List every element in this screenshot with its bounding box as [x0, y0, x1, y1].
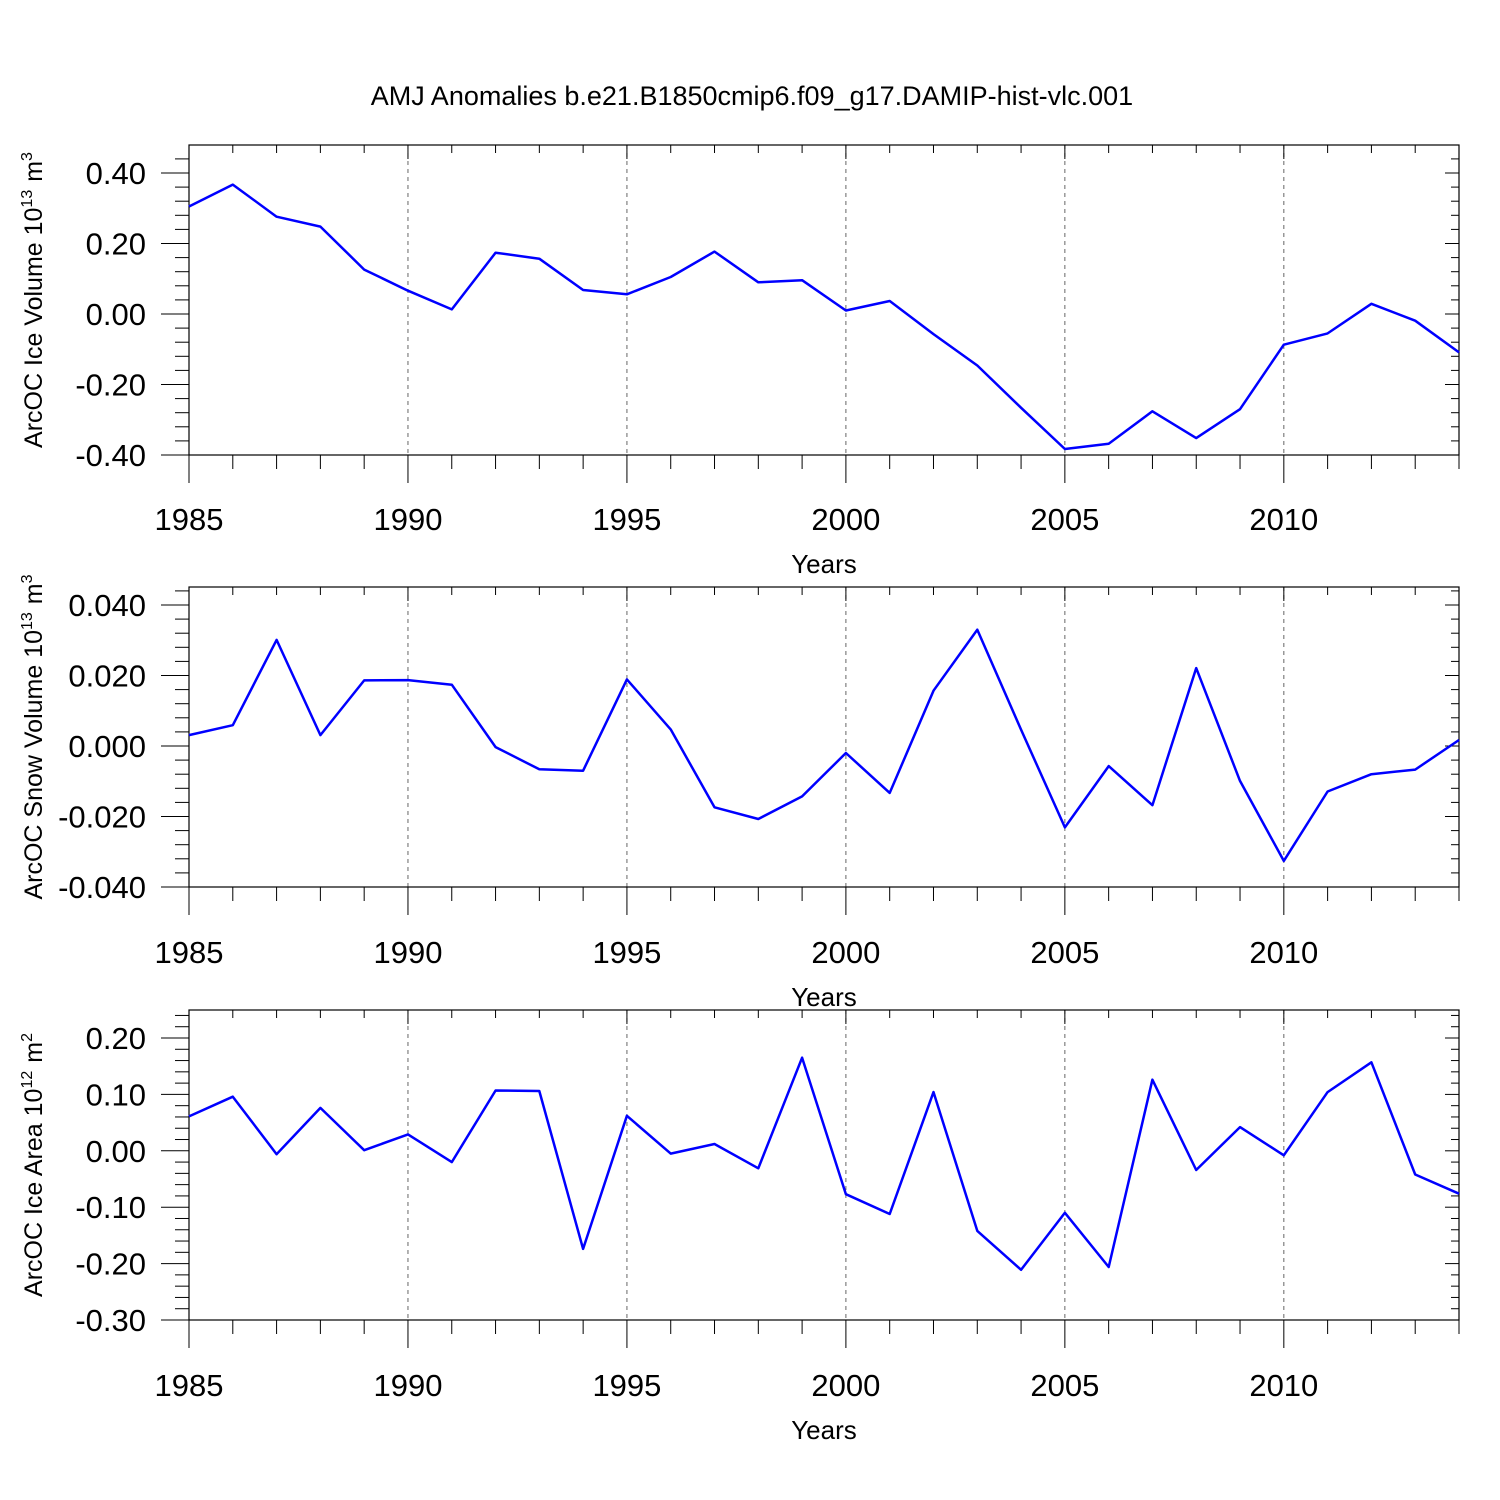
chart-panel-3: -0.30 -0.20 -0.10 0.00 0.10 0.20 1985 1990 1995 2…: [19, 1009, 1460, 1445]
x-tick-label: 1990: [373, 935, 442, 970]
x-tick-label: 2010: [1249, 502, 1318, 537]
x-tick-label: 1995: [592, 1368, 661, 1403]
chart-panel-2: -0.040 -0.020 0.000 0.020 0.040 1985 1990 1995 2…: [19, 574, 1460, 1012]
y-tick-label: -0.020: [58, 800, 146, 835]
y-axis-label-main: ArcOC Snow Volume 10: [20, 630, 48, 900]
chart-title: AMJ Anomalies b.e21.B1850cmip6.f09_g17.D…: [371, 81, 1133, 111]
x-tick-label: 2010: [1249, 1368, 1318, 1403]
y-tick-label: 0.020: [68, 659, 146, 694]
y-tick-label: -0.10: [75, 1190, 146, 1225]
x-tick-label: 2000: [811, 935, 880, 970]
series-line: [188, 628, 1460, 863]
series-line: [188, 1056, 1460, 1272]
y-axis-label-unit-exponent: 3: [19, 152, 36, 161]
y-axis-label-main: ArcOC Ice Volume 10: [20, 208, 48, 448]
y-axis-label-exponent: 12: [19, 1071, 36, 1089]
y-axis-label: ArcOC Ice Area 1012 m2: [19, 1033, 48, 1297]
y-axis-label-main: ArcOC Ice Area 10: [20, 1089, 48, 1297]
y-axis-label-unit: m: [20, 583, 48, 604]
y-axis-label-unit: m: [20, 161, 48, 182]
y-axis-label-exponent: 13: [19, 190, 36, 208]
series-line: [188, 183, 1460, 451]
x-axis-label: Years: [791, 549, 857, 579]
x-tick-label: 2000: [811, 502, 880, 537]
y-axis-label-unit-exponent: 2: [19, 1033, 36, 1042]
plot-frame: [188, 144, 1460, 456]
x-axis-label: Years: [791, 982, 857, 1012]
x-tick-label: 1995: [592, 502, 661, 537]
chart-panel-1: -0.40 -0.20 0.00 0.20 0.40 1985 1990 1995 2000 20…: [19, 144, 1460, 579]
y-tick-label: 0.10: [86, 1077, 146, 1112]
y-tick-label: -0.040: [58, 870, 146, 905]
x-tick-label: 2000: [811, 1368, 880, 1403]
y-tick-label: 0.00: [86, 1134, 146, 1169]
x-tick-label: 2005: [1030, 502, 1099, 537]
x-tick-label: 1985: [155, 935, 224, 970]
x-tick-label: 1985: [155, 1368, 224, 1403]
x-axis-label: Years: [791, 1415, 857, 1445]
y-tick-label: 0.20: [86, 1021, 146, 1056]
y-axis-label-exponent: 13: [19, 612, 36, 630]
y-tick-label: -0.40: [75, 438, 146, 473]
x-tick-label: 1985: [155, 502, 224, 537]
x-tick-label: 1995: [592, 935, 661, 970]
y-tick-label: 0.040: [68, 588, 146, 623]
y-tick-label: 0.20: [86, 227, 146, 262]
y-tick-label: -0.20: [75, 368, 146, 403]
y-axis-label: ArcOC Ice Volume 1013 m3: [19, 152, 48, 448]
y-tick-label: -0.20: [75, 1247, 146, 1282]
plot-frame: [188, 1009, 1460, 1321]
y-axis-label: ArcOC Snow Volume 1013 m3: [19, 574, 48, 899]
x-tick-label: 1990: [373, 502, 442, 537]
x-tick-label: 2005: [1030, 935, 1099, 970]
plot-frame: [188, 586, 1460, 888]
y-tick-label: 0.40: [86, 156, 146, 191]
y-tick-label: 0.00: [86, 297, 146, 332]
y-tick-label: 0.000: [68, 729, 146, 764]
y-axis-label-unit-exponent: 3: [19, 574, 36, 583]
x-tick-label: 2010: [1249, 935, 1318, 970]
y-axis-label-unit: m: [20, 1042, 48, 1063]
x-tick-label: 2005: [1030, 1368, 1099, 1403]
y-tick-label: -0.30: [75, 1303, 146, 1338]
x-tick-label: 1990: [373, 1368, 442, 1403]
